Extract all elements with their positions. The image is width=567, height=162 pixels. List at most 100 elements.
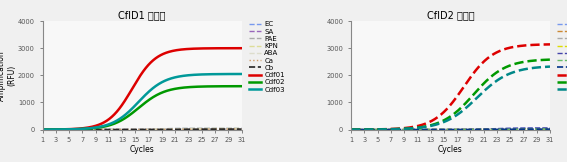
Cdf01 (491, 52, 498, 54)
ABA (547, 127, 553, 129)
Cb (492, 128, 499, 130)
Cdf02 (104, 125, 111, 127)
KPN (39, 129, 46, 131)
Cdf02 (164, 90, 171, 92)
ABA (491, 128, 498, 130)
EC (118, 129, 125, 131)
Cdf02 (547, 59, 553, 61)
X-axis label: Cycles: Cycles (130, 145, 154, 154)
Cdf03 (473, 98, 480, 99)
SA (371, 129, 378, 131)
Line: Ca: Ca (43, 129, 242, 130)
Line: SA: SA (351, 129, 550, 130)
Line: Cb: Cb (43, 129, 242, 130)
Cdf03 (547, 66, 553, 68)
EC (426, 129, 433, 131)
Ca (412, 129, 419, 131)
Ca (371, 129, 378, 131)
EC (184, 127, 191, 129)
Cdf01 (348, 129, 354, 131)
SA (183, 128, 189, 130)
Cdf03 (104, 124, 111, 126)
Cb (118, 129, 125, 131)
Cdf03 (63, 128, 70, 130)
Ca (348, 129, 354, 131)
EC (39, 129, 46, 131)
ABA (426, 129, 433, 131)
Cdf02 (118, 119, 125, 121)
Cdf01 (371, 128, 378, 130)
Ca (238, 128, 245, 130)
Line: Cdf02: Cdf02 (43, 86, 242, 130)
Cdf02 (412, 127, 419, 129)
Cdf03 (164, 79, 171, 81)
Cdf02 (238, 85, 245, 87)
SA (164, 128, 171, 130)
EC (183, 127, 189, 129)
EC (492, 128, 499, 130)
SA (184, 128, 191, 130)
Cdf03 (491, 81, 498, 83)
SA (547, 128, 553, 130)
PAE (426, 129, 433, 131)
EC (63, 129, 70, 131)
Cdf01 (164, 51, 171, 53)
KPN (492, 128, 499, 130)
SA (104, 129, 111, 131)
Cdf02 (348, 129, 354, 131)
Ca (164, 128, 171, 130)
SA (118, 129, 125, 131)
SA (491, 128, 498, 130)
Ca (39, 129, 46, 131)
KPN (184, 128, 191, 130)
Cb (104, 129, 111, 131)
Line: PAE: PAE (351, 128, 550, 130)
ABA (164, 127, 171, 129)
KPN (412, 129, 419, 131)
KPN (238, 128, 245, 130)
ABA (412, 129, 419, 131)
PAE (104, 129, 111, 131)
Ca (63, 129, 70, 131)
ABA (183, 127, 189, 129)
Cdf02 (473, 91, 480, 93)
ABA (371, 129, 378, 131)
Line: ABA: ABA (43, 128, 242, 130)
KPN (491, 128, 498, 130)
KPN (348, 129, 354, 131)
Ca (183, 128, 189, 130)
Cb (473, 128, 480, 130)
Cdf01 (63, 128, 70, 130)
PAE (238, 127, 245, 129)
SA (473, 128, 480, 130)
Cdf01 (39, 129, 46, 131)
Line: Cdf02: Cdf02 (351, 60, 550, 130)
Cdf02 (39, 129, 46, 131)
Cb (412, 129, 419, 131)
Line: Cdf03: Cdf03 (351, 67, 550, 130)
Line: EC: EC (351, 128, 550, 130)
Line: Cb: Cb (351, 129, 550, 130)
Cdf03 (348, 129, 354, 131)
Cb (39, 129, 46, 131)
KPN (183, 128, 189, 130)
EC (104, 129, 111, 131)
Legend: EC, SA, PAE, KPN, ABA, Ca, Cb, Cdf01, Cdf02, Cdf03: EC, SA, PAE, KPN, ABA, Ca, Cb, Cdf01, Cd… (557, 21, 567, 93)
SA (492, 128, 499, 130)
PAE (118, 129, 125, 131)
Cdf03 (238, 73, 245, 75)
Cb (183, 128, 189, 130)
PAE (184, 128, 191, 130)
PAE (412, 129, 419, 131)
Legend: EC, SA, PAE, KPN, ABA, Ca, Cb, Cdf01, Cdf02, Cdf03: EC, SA, PAE, KPN, ABA, Ca, Cb, Cdf01, Cd… (249, 21, 285, 93)
SA (348, 129, 354, 131)
Cdf02 (63, 128, 70, 130)
Ca (104, 129, 111, 131)
Line: KPN: KPN (43, 129, 242, 130)
SA (426, 129, 433, 131)
ABA (238, 127, 245, 129)
ABA (63, 129, 70, 131)
Line: Ca: Ca (351, 129, 550, 130)
Cb (348, 129, 354, 131)
Title: CfID2 특이도: CfID2 특이도 (427, 10, 475, 20)
